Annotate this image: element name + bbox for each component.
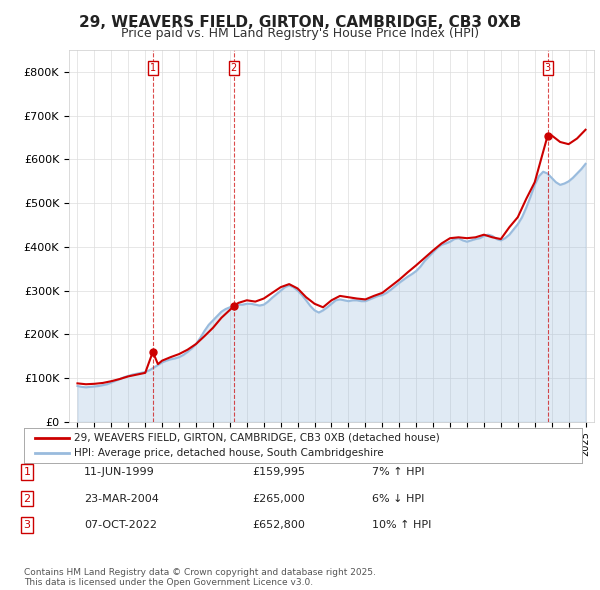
- Text: Contains HM Land Registry data © Crown copyright and database right 2025.
This d: Contains HM Land Registry data © Crown c…: [24, 568, 376, 587]
- Text: £159,995: £159,995: [252, 467, 305, 477]
- Text: HPI: Average price, detached house, South Cambridgeshire: HPI: Average price, detached house, Sout…: [74, 448, 384, 458]
- Text: Price paid vs. HM Land Registry's House Price Index (HPI): Price paid vs. HM Land Registry's House …: [121, 27, 479, 40]
- Text: 6% ↓ HPI: 6% ↓ HPI: [372, 494, 424, 503]
- Text: 3: 3: [545, 63, 551, 73]
- Text: £265,000: £265,000: [252, 494, 305, 503]
- Text: 07-OCT-2022: 07-OCT-2022: [84, 520, 157, 530]
- Text: £652,800: £652,800: [252, 520, 305, 530]
- Text: 7% ↑ HPI: 7% ↑ HPI: [372, 467, 425, 477]
- Text: 23-MAR-2004: 23-MAR-2004: [84, 494, 159, 503]
- Text: 1: 1: [23, 467, 31, 477]
- Text: 29, WEAVERS FIELD, GIRTON, CAMBRIDGE, CB3 0XB: 29, WEAVERS FIELD, GIRTON, CAMBRIDGE, CB…: [79, 15, 521, 30]
- Text: 1: 1: [150, 63, 156, 73]
- Text: 10% ↑ HPI: 10% ↑ HPI: [372, 520, 431, 530]
- Text: 2: 2: [23, 494, 31, 503]
- Text: 29, WEAVERS FIELD, GIRTON, CAMBRIDGE, CB3 0XB (detached house): 29, WEAVERS FIELD, GIRTON, CAMBRIDGE, CB…: [74, 432, 440, 442]
- Text: 11-JUN-1999: 11-JUN-1999: [84, 467, 155, 477]
- Text: 3: 3: [23, 520, 31, 530]
- Text: 2: 2: [230, 63, 237, 73]
